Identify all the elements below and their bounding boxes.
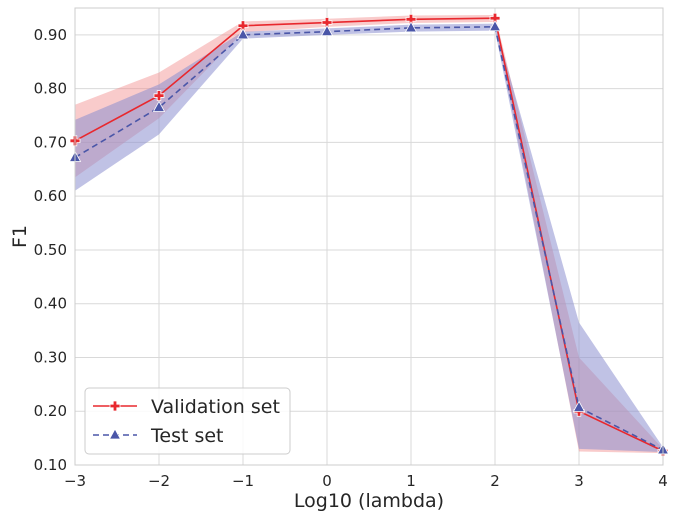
data-point-marker xyxy=(152,100,166,112)
data-point-marker xyxy=(237,20,249,32)
data-point-marker xyxy=(572,400,586,412)
plot-frame xyxy=(74,7,664,466)
x-tick-label: 3 xyxy=(574,472,584,490)
x-tick-label: 1 xyxy=(406,472,416,490)
grid xyxy=(74,8,664,466)
x-tick-label: 2 xyxy=(490,472,500,490)
confidence-band xyxy=(75,23,663,453)
y-tick-label: 0.80 xyxy=(34,80,67,98)
series-line xyxy=(74,26,664,451)
data-point-marker xyxy=(488,19,502,32)
data-point-marker xyxy=(321,17,333,28)
data-point-marker xyxy=(404,21,418,33)
data-point-marker xyxy=(153,90,165,102)
x-tick-label: −3 xyxy=(64,472,86,490)
legend-marker xyxy=(108,428,122,440)
x-tick-label: 4 xyxy=(658,472,668,490)
legend: Validation set Test set xyxy=(84,387,291,455)
y-tick-label: 0.50 xyxy=(34,241,67,259)
legend-box xyxy=(84,387,291,455)
data-point-marker xyxy=(405,13,417,25)
y-tick-label: 0.40 xyxy=(34,295,67,313)
data-point-marker xyxy=(320,24,334,37)
y-tick-label: 0.70 xyxy=(34,133,67,151)
y-axis-label: F1 xyxy=(9,225,31,248)
y-tick-label: 0.90 xyxy=(34,26,67,44)
legend-label: Validation set xyxy=(151,396,280,418)
series-lines xyxy=(74,17,664,452)
legend-marker xyxy=(109,400,121,412)
x-axis-label: Log10 (lambda) xyxy=(294,490,444,512)
legend-label: Test set xyxy=(150,425,224,447)
data-point-marker xyxy=(489,12,501,24)
y-tick-label: 0.10 xyxy=(34,456,67,474)
x-tick-label: −1 xyxy=(232,472,254,490)
data-point-marker xyxy=(236,28,250,40)
y-axis-ticks: 0.10 0.20 0.30 0.40 0.50 0.60 0.70 0.80 0.90 xyxy=(34,26,67,474)
x-axis-ticks: −3 −2 −1 0 1 2 3 4 xyxy=(64,472,668,490)
x-tick-label: 0 xyxy=(322,472,332,490)
series-line xyxy=(74,17,664,452)
y-tick-label: 0.30 xyxy=(34,348,67,366)
y-tick-label: 0.60 xyxy=(34,187,67,205)
y-tick-label: 0.20 xyxy=(34,402,67,420)
x-tick-label: −2 xyxy=(148,472,170,490)
